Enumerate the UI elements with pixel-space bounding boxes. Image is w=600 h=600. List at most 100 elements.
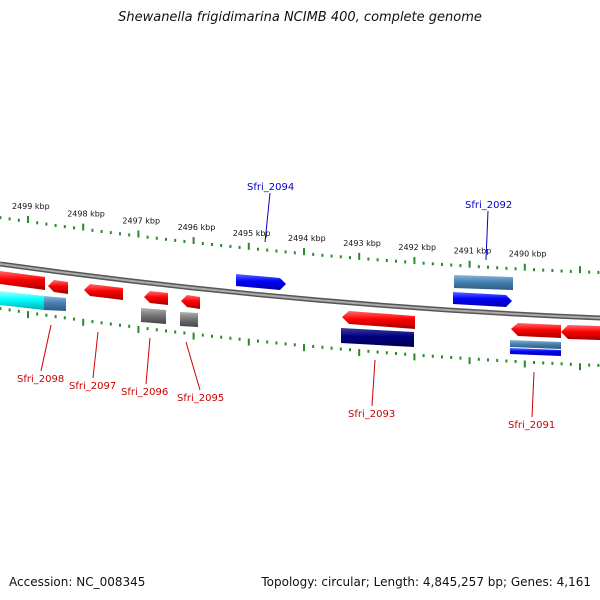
scale-minor-tick [376, 258, 379, 262]
scale-minor-tick [330, 346, 333, 350]
scale-minor-tick [597, 363, 600, 367]
scale-minor-tick [45, 222, 48, 226]
scale-minor-tick [128, 324, 131, 328]
scale-major-tick [137, 230, 140, 238]
gene-arrow-sfri-2098[interactable] [0, 271, 45, 290]
gene-box-cyan[interactable] [0, 291, 44, 310]
scale-minor-tick [220, 244, 223, 247]
scale-label: 2492 kbp [398, 243, 436, 252]
gene-box-sfri-2093-cds[interactable] [341, 328, 414, 347]
scale-major-tick [413, 353, 416, 361]
gene-box-sfri-2091-cds[interactable] [510, 340, 561, 349]
gene-arrow-sfri-2093[interactable] [342, 311, 415, 329]
scale-minor-tick [165, 329, 167, 333]
scale-minor-tick [385, 259, 388, 262]
label-leader-line [185, 341, 201, 391]
scale-minor-tick [229, 244, 232, 248]
scale-minor-tick [119, 232, 121, 236]
gene-label-sfri-2097[interactable]: Sfri_2097 [69, 331, 116, 392]
scale-minor-tick [155, 328, 158, 332]
scale-minor-tick [551, 269, 554, 272]
gene-box-sfri-2091-cds-b[interactable] [510, 348, 561, 356]
gene-box-sfri-2092-cds[interactable] [454, 275, 513, 290]
scale-labels: 2499 kbp 2498 kbp 2497 kbp 2496 kbp 2495 kbp… [12, 202, 547, 259]
gene-label-sfri-2098[interactable]: Sfri_2098 [17, 324, 64, 385]
scale-minor-tick [0, 216, 2, 220]
gene-label-sfri-2093[interactable]: Sfri_2093 [348, 359, 395, 420]
label-leader-line [145, 337, 151, 385]
scale-minor-tick [487, 358, 489, 362]
scale-minor-tick [229, 336, 232, 340]
scale-minor-tick [63, 316, 66, 320]
gene-label-sfri-2095[interactable]: Sfri_2095 [177, 341, 224, 404]
scale-major-tick [523, 360, 526, 368]
scale-minor-tick [266, 340, 269, 344]
scale-minor-tick [201, 333, 204, 337]
gene-arrow-sfri-2091[interactable] [511, 323, 561, 338]
scale-minor-tick [257, 247, 259, 251]
scale-minor-tick [146, 235, 149, 239]
scale-minor-tick [588, 270, 591, 274]
scale-minor-tick [17, 218, 20, 222]
scale-minor-tick [275, 341, 278, 345]
gene-label-text: Sfri_2097 [69, 381, 116, 392]
gene-label-text: Sfri_2095 [177, 393, 224, 404]
scale-minor-tick [431, 354, 434, 358]
scale-minor-tick [321, 253, 324, 257]
scale-minor-tick [422, 261, 425, 265]
scale-minor-tick [385, 351, 388, 355]
label-leader-line [264, 192, 271, 243]
scale-minor-tick [63, 225, 66, 229]
gene-box-sfri-2096-cds[interactable] [141, 308, 166, 324]
gene-label-sfri-2091[interactable]: Sfri_2091 [508, 371, 555, 431]
scale-minor-tick [257, 339, 259, 343]
label-leader-line [371, 359, 376, 407]
label-leader-line [92, 331, 99, 379]
scale-major-tick [358, 349, 361, 357]
gene-label-sfri-2094[interactable]: Sfri_2094 [247, 182, 294, 243]
gene-arrow-sfri-2096[interactable] [144, 291, 168, 305]
scale-minor-tick [441, 262, 443, 266]
gene-label-text: Sfri_2098 [17, 374, 64, 385]
scale-minor-tick [450, 263, 453, 267]
scale-minor-tick [533, 361, 535, 364]
gene-arrow-sfri-2094[interactable] [236, 274, 286, 290]
gene-box-sfri-2095-cds[interactable] [180, 312, 198, 327]
gene-label-sfri-2096[interactable]: Sfri_2096 [121, 337, 168, 398]
scale-minor-tick [8, 217, 11, 221]
accession-text: Accession: NC_008345 [9, 575, 146, 589]
gene-box-sfri-2098-cds[interactable] [44, 296, 66, 311]
scale-major-tick [27, 311, 29, 319]
gene-arrow-sfri-2092[interactable] [453, 292, 512, 307]
scale-minor-tick [477, 265, 480, 269]
gene-arrow-sfri-2095[interactable] [181, 295, 200, 309]
scale-minor-tick [0, 307, 2, 311]
scale-major-tick [468, 260, 471, 268]
gene-arrow-sfri-2097[interactable] [84, 284, 123, 300]
scale-minor-tick [496, 358, 499, 362]
scale-major-tick [523, 263, 526, 271]
scale-minor-tick [514, 360, 517, 363]
scale-minor-tick [431, 262, 434, 266]
scale-minor-tick [533, 268, 535, 272]
scale-minor-tick [220, 335, 223, 339]
gene-arrow-sfri-2091-b[interactable] [561, 325, 600, 340]
scale-minor-tick [459, 264, 462, 268]
scale-minor-tick [404, 352, 407, 356]
scale-minor-tick [266, 248, 269, 252]
gene-label-sfri-2092[interactable]: Sfri_2092 [465, 200, 512, 261]
scale-major-tick [82, 223, 85, 231]
scale-minor-tick [330, 254, 333, 258]
scale-minor-tick [560, 269, 563, 273]
scale-major-tick [137, 326, 140, 333]
scale-minor-tick [17, 309, 20, 313]
scale-minor-tick [211, 334, 213, 338]
label-leader-line [531, 371, 535, 418]
scale-minor-tick [201, 242, 204, 245]
scale-minor-tick [569, 362, 572, 366]
scale-minor-tick [293, 251, 296, 255]
gene-arrow-sfri-2098-b[interactable] [48, 280, 68, 294]
scale-minor-tick [275, 249, 278, 253]
scale-minor-tick [238, 245, 241, 249]
scale-minor-tick [569, 269, 572, 273]
